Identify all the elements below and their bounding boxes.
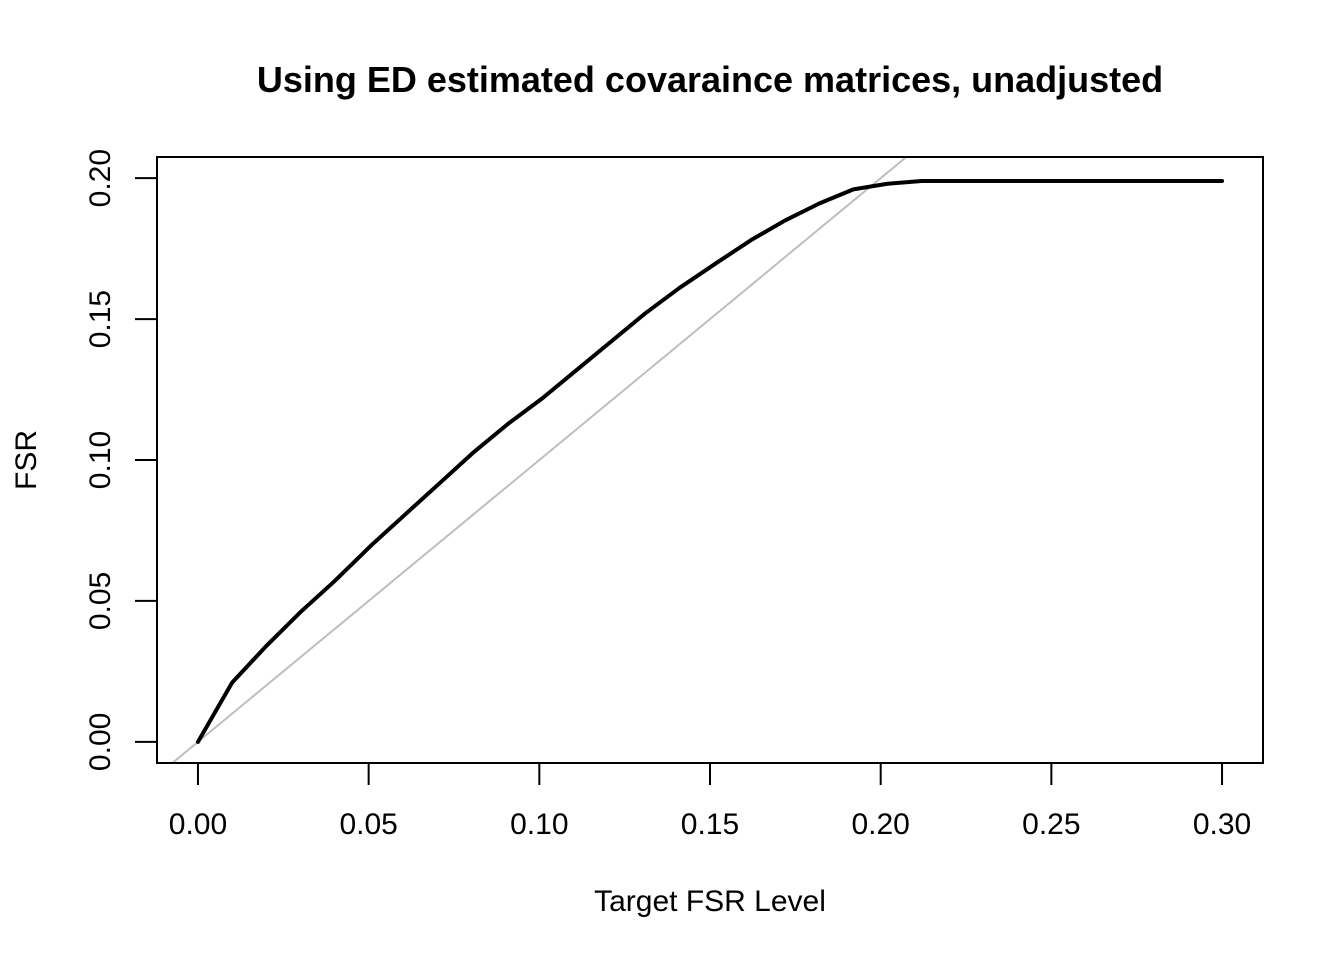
reference-line-identity bbox=[170, 157, 908, 763]
x-tick-label: 0.00 bbox=[169, 808, 227, 841]
x-tick-label: 0.05 bbox=[339, 808, 397, 841]
chart-title: Using ED estimated covaraince matrices, … bbox=[257, 59, 1163, 100]
y-tick-label: 0.05 bbox=[84, 572, 117, 630]
y-tick-label: 0.00 bbox=[84, 713, 117, 771]
series-layer bbox=[170, 157, 1225, 763]
x-axis: 0.00 0.05 0.10 0.15 0.20 0.25 0.30 bbox=[169, 762, 1251, 841]
y-axis: 0.00 0.05 0.10 0.15 0.20 bbox=[84, 149, 158, 771]
y-tick-label: 0.10 bbox=[84, 431, 117, 489]
y-tick-label: 0.15 bbox=[84, 290, 117, 348]
y-tick-label: 0.20 bbox=[84, 149, 117, 207]
x-axis-label: Target FSR Level bbox=[594, 885, 826, 918]
y-axis-label: FSR bbox=[10, 430, 43, 490]
x-tick-label: 0.20 bbox=[851, 808, 909, 841]
x-tick-label: 0.10 bbox=[510, 808, 568, 841]
x-tick-label: 0.15 bbox=[681, 808, 739, 841]
x-tick-label: 0.30 bbox=[1193, 808, 1251, 841]
series-line-fsr bbox=[195, 178, 1225, 744]
plot-frame bbox=[156, 156, 1264, 764]
x-tick-label: 0.25 bbox=[1022, 808, 1080, 841]
